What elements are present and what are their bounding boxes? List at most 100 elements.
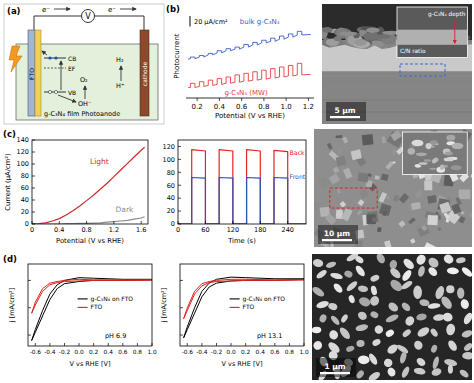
grain <box>312 258 324 268</box>
grain <box>439 202 451 214</box>
grain <box>343 269 353 278</box>
panel-label: (d) <box>3 254 17 264</box>
plot-frame <box>28 264 152 346</box>
grain <box>439 295 454 311</box>
y-tick-label: 100 <box>17 160 29 168</box>
grain <box>375 34 391 38</box>
texture-line <box>322 88 472 89</box>
arrow <box>120 9 136 10</box>
grain <box>384 240 391 247</box>
grain <box>412 140 424 147</box>
scale-backing <box>326 102 366 121</box>
grain <box>423 159 431 161</box>
y-tick-label: 140 <box>17 136 29 144</box>
grain <box>421 242 436 247</box>
y-axis-label: Current (μA/cm²) <box>4 153 12 211</box>
grain <box>312 339 324 351</box>
grain <box>430 168 437 170</box>
legend-swatch <box>230 298 240 299</box>
grain <box>413 367 426 375</box>
grain <box>451 165 462 170</box>
hole <box>54 90 57 93</box>
x-tick-label: 1.0 <box>281 103 292 111</box>
texture-line <box>322 94 472 95</box>
grain <box>399 350 408 364</box>
plot-frame <box>32 140 148 224</box>
x-tick-label: -0.2 <box>59 349 71 355</box>
texture-line <box>322 82 472 83</box>
y-tick-label: 100 <box>163 156 175 164</box>
x-tick-label: 0.6 <box>236 103 248 111</box>
plot-area <box>32 278 152 341</box>
grain <box>327 143 333 150</box>
x-tick-label: 1.2 <box>303 103 314 111</box>
scale-bar <box>190 16 191 27</box>
grain <box>448 365 453 374</box>
y-tick-label: 40 <box>21 196 29 204</box>
x-tick-label: 0.0 <box>74 349 84 355</box>
film <box>35 30 41 116</box>
grain <box>460 266 472 279</box>
x-tick-label: 0.6 <box>270 349 280 355</box>
grain <box>312 327 321 334</box>
species-label: O₂ <box>80 76 88 84</box>
grain <box>390 130 401 141</box>
arrow <box>454 20 455 44</box>
series-line <box>188 63 310 87</box>
species-label: H₂ <box>116 56 124 64</box>
y-tick <box>178 146 181 147</box>
inset-layer <box>397 30 467 45</box>
grain <box>337 189 341 194</box>
x-tick-label: 0.0 <box>226 349 236 355</box>
grain <box>340 313 349 323</box>
grain <box>427 256 441 270</box>
y-tick-label: 60 <box>167 182 175 190</box>
inset <box>402 132 467 174</box>
grain <box>318 313 327 323</box>
x-tick-label: -0.4 <box>44 349 56 355</box>
grain <box>445 152 453 156</box>
x-tick <box>219 98 220 101</box>
x-tick-label: -0.6 <box>182 349 194 355</box>
x-tick <box>197 98 198 101</box>
grain <box>357 210 362 215</box>
grain <box>400 279 413 290</box>
hole <box>48 90 51 93</box>
x-tick <box>35 343 36 346</box>
grain <box>336 135 343 138</box>
grain <box>416 313 428 322</box>
y-tick <box>32 224 35 225</box>
arrow <box>42 51 47 55</box>
grain <box>345 280 359 293</box>
y-tick <box>28 307 31 308</box>
film-label: g-C₃N₄ film Photoanode <box>44 110 120 118</box>
zoom-box <box>400 64 445 76</box>
grain <box>385 328 396 338</box>
grain <box>440 165 444 171</box>
x-tick-label: 0.8 <box>133 349 143 355</box>
grain <box>430 344 438 354</box>
grain <box>329 314 341 326</box>
grain <box>398 220 405 227</box>
scale-bar-label: 5 μm <box>334 106 355 115</box>
electron <box>54 56 57 59</box>
grain <box>401 269 414 283</box>
y-tick-label: 0 <box>171 220 175 228</box>
grain <box>314 201 321 211</box>
y-tick <box>32 188 35 189</box>
x-tick-label: -0.4 <box>196 349 208 355</box>
y-tick-label: 120 <box>17 148 29 156</box>
x-tick <box>178 221 179 224</box>
grain <box>400 301 412 313</box>
x-tick-label: 120 <box>227 226 239 234</box>
grain <box>462 311 472 325</box>
grain <box>332 282 344 294</box>
grain <box>354 255 364 265</box>
grain <box>351 149 362 160</box>
plot-frame <box>180 264 304 346</box>
grain <box>404 315 416 328</box>
series-line <box>188 31 310 59</box>
annotation: pH 13.1 <box>257 332 283 340</box>
grain <box>359 188 369 199</box>
sem-image: 10 μm <box>311 129 474 258</box>
